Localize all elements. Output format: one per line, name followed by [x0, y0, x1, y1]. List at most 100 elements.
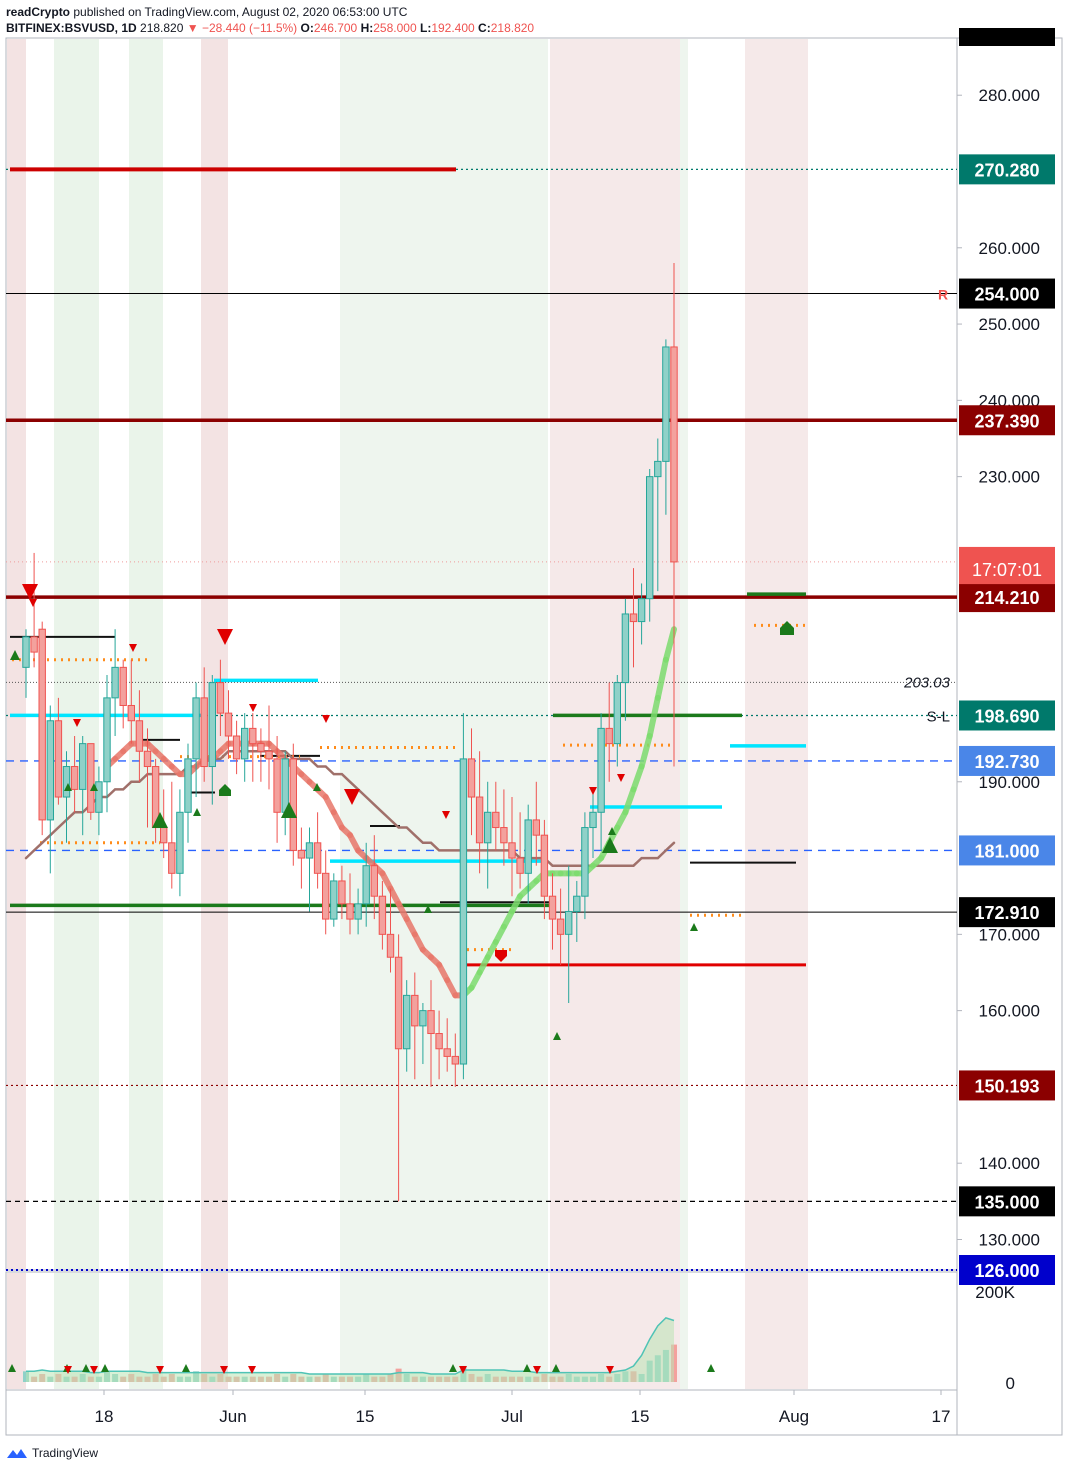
resistance-marker-label: R	[938, 287, 948, 303]
candle-body	[548, 895, 557, 920]
candle-body	[330, 880, 338, 920]
buy-marker	[602, 837, 618, 853]
time-tick-label: Aug	[779, 1407, 809, 1426]
volume-buy-marker	[82, 1364, 90, 1372]
tradingview-logo-icon	[7, 1449, 27, 1458]
time-tick-label: Jun	[219, 1407, 246, 1426]
candle-body	[646, 476, 654, 600]
candle-body	[70, 766, 79, 790]
candle-body	[475, 796, 484, 844]
candle-body	[532, 819, 540, 836]
fast-ma-segment	[638, 733, 653, 770]
candle-body	[662, 346, 670, 462]
candle-body	[38, 628, 46, 821]
price-label-box	[959, 897, 1055, 928]
session-band	[54, 1273, 99, 1389]
volume-buy-marker	[552, 1364, 560, 1372]
candle-body	[289, 758, 298, 851]
open-label: O:	[300, 21, 314, 35]
candle-body	[168, 842, 176, 874]
volume-buy-marker	[8, 1364, 16, 1372]
candle-body	[62, 766, 71, 798]
volume-tick-label: 200K	[975, 1283, 1015, 1302]
open-value: 246.700	[313, 21, 358, 35]
time-axis	[5, 1389, 958, 1436]
price-label-box	[959, 28, 1055, 46]
candle-body	[273, 758, 281, 813]
candle-body	[354, 903, 362, 920]
candle-body	[46, 720, 54, 821]
candle-body	[216, 682, 225, 714]
volume-sell-marker	[606, 1366, 614, 1374]
candle-body	[313, 842, 322, 874]
session-band	[54, 39, 99, 1269]
candle-body	[249, 727, 257, 745]
price-label-text: 172.910	[974, 903, 1039, 923]
price-label-box	[959, 154, 1055, 185]
candle-body	[597, 727, 605, 813]
candle-body	[95, 781, 103, 813]
price-label-text: 135.000	[974, 1192, 1039, 1212]
session-band	[340, 39, 548, 1269]
sell-marker	[322, 715, 330, 723]
price-label-text: 150.193	[974, 1076, 1039, 1096]
candle-body	[411, 994, 419, 1027]
time-tick-label: 15	[631, 1407, 650, 1426]
volume-buy-marker	[101, 1364, 109, 1372]
author-name[interactable]: readCrypto	[6, 5, 71, 19]
buy-marker	[281, 802, 297, 818]
session-band	[745, 1273, 808, 1389]
price-label-box	[959, 835, 1055, 866]
price-tick-label: 250.000	[979, 315, 1040, 334]
candle-body	[87, 743, 95, 813]
time-tick-label: 18	[95, 1407, 114, 1426]
sell-marker	[217, 629, 233, 645]
price-label-box	[959, 745, 1055, 776]
price-label-box	[959, 700, 1055, 731]
session-band	[550, 39, 680, 1269]
candle-body	[160, 827, 168, 844]
session-band	[680, 39, 688, 1269]
low-label: L:	[419, 21, 432, 35]
sell-pentagon-icon	[495, 950, 507, 962]
price-tick-label: 160.000	[979, 1002, 1040, 1021]
candle-body	[224, 712, 233, 737]
volume-ma-area	[26, 1317, 674, 1382]
candle-body	[451, 1055, 460, 1065]
candle-body	[654, 460, 662, 478]
buy-marker	[553, 1032, 561, 1040]
candle-body	[257, 743, 265, 752]
price-label-text: 254.000	[974, 285, 1039, 305]
volume-buy-marker	[523, 1364, 531, 1372]
sell-marker	[73, 719, 81, 727]
high-value: 258.000	[373, 21, 417, 35]
buy-marker	[193, 808, 201, 816]
buy-marker	[10, 650, 20, 660]
candle-body	[265, 750, 273, 760]
candle-body	[241, 727, 249, 760]
candle-body	[119, 666, 127, 706]
price-label-box	[959, 405, 1055, 436]
price-label-text: 126.000	[974, 1261, 1039, 1281]
candle-body	[443, 1048, 451, 1057]
footer-brand[interactable]: TradingView	[32, 1446, 99, 1460]
candle-body	[459, 758, 468, 1065]
price-label-box	[959, 582, 1055, 613]
price-tick-label: 260.000	[979, 239, 1040, 258]
buy-pentagon-icon	[219, 784, 231, 796]
price-label-box	[959, 1255, 1055, 1285]
fast-ma-segment	[662, 626, 677, 663]
published-text: published on TradingView.com, August 02,…	[73, 5, 408, 19]
candle-body	[127, 704, 136, 722]
price-chart[interactable]: 280.000260.000250.000240.000230.000190.0…	[0, 0, 1069, 1440]
buy-marker	[90, 783, 98, 791]
buy-marker	[64, 783, 72, 791]
symbol-interval[interactable]: BITFINEX:BSVUSD, 1D	[6, 21, 137, 35]
publish-info: readCrypto published on TradingView.com,…	[6, 5, 407, 19]
buy-marker	[690, 923, 698, 931]
price-tick-label: 280.000	[979, 86, 1040, 105]
price-tick-label: 170.000	[979, 925, 1040, 944]
candle-body	[111, 666, 119, 699]
time-tick-label: 15	[356, 1407, 375, 1426]
candle-body	[403, 994, 411, 1050]
